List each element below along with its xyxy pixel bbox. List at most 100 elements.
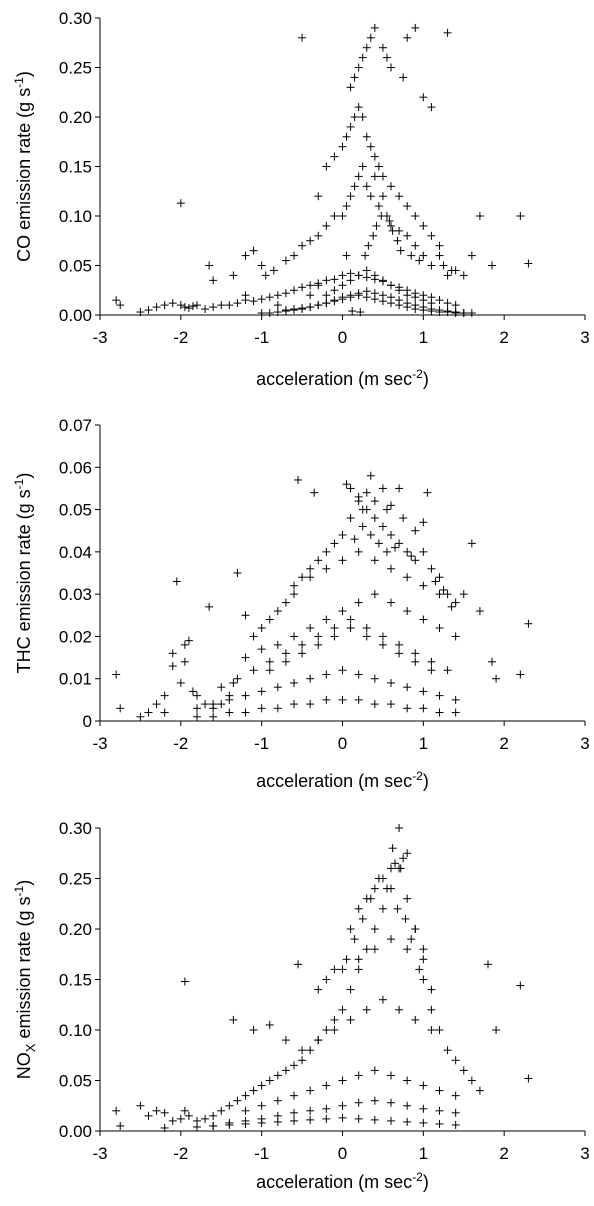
scatter-point — [378, 632, 387, 641]
y-tick-label: 0.10 — [59, 1021, 92, 1040]
scatter-point — [467, 309, 476, 318]
y-tick-label: 0.25 — [59, 870, 92, 889]
scatter-point — [407, 251, 416, 260]
scatter-point — [322, 162, 331, 171]
scatter-point — [366, 192, 375, 201]
scatter-point — [225, 695, 234, 704]
scatter-point — [369, 231, 378, 240]
scatter-point — [116, 1121, 125, 1130]
scatter-point — [403, 291, 412, 300]
scatter-point — [314, 192, 323, 201]
scatter-point — [229, 1015, 238, 1024]
scatter-point — [358, 113, 367, 121]
scatter-point — [488, 657, 497, 666]
scatter-point — [411, 526, 420, 535]
scatter-point — [306, 1046, 315, 1055]
y-axis-title: THC emission rate (g s-1) — [12, 473, 34, 674]
scatter-point — [306, 623, 315, 632]
scatter-point — [144, 708, 153, 717]
scatter-point — [152, 700, 161, 709]
x-tick-label: -2 — [173, 1144, 188, 1163]
scatter-point — [346, 623, 355, 632]
scatter-points — [112, 824, 533, 1132]
scatter-point — [388, 844, 397, 853]
scatter-point — [209, 712, 218, 721]
scatter-point — [370, 556, 379, 565]
scatter-point — [419, 221, 428, 230]
scatter-point — [265, 657, 274, 666]
scatter-point — [435, 241, 444, 250]
scatter-point — [366, 894, 375, 903]
scatter-point — [370, 700, 379, 709]
scatter-point — [338, 1076, 347, 1085]
scatter-point — [298, 33, 307, 42]
scatter-point — [176, 199, 185, 208]
scatter-point — [467, 1076, 476, 1085]
scatter-point — [395, 1005, 404, 1014]
x-tick-label: -3 — [92, 1144, 107, 1163]
scatter-point — [112, 1106, 121, 1115]
scatter-point — [370, 1115, 379, 1124]
scatter-point — [354, 904, 363, 913]
scatter-point — [338, 281, 347, 290]
scatter-point — [362, 488, 371, 497]
x-tick-label: 1 — [419, 1144, 428, 1163]
scatter-point — [387, 182, 395, 191]
scatter-point — [451, 309, 460, 318]
scatter-point — [330, 623, 339, 632]
scatter-point — [403, 202, 412, 211]
scatter-point — [229, 678, 238, 687]
scatter-point — [396, 246, 405, 255]
scatter-point — [362, 293, 371, 302]
scatter-point — [306, 700, 315, 709]
scatter-point — [176, 301, 185, 310]
scatter-point — [354, 598, 363, 607]
scatter-point — [451, 632, 460, 641]
scatter-point — [354, 670, 363, 679]
scatter-point — [346, 122, 355, 131]
scatter-point — [435, 708, 444, 717]
scatter-point — [387, 935, 395, 944]
scatter-point — [399, 73, 408, 82]
scatter-point — [330, 297, 339, 306]
scatter-point — [322, 221, 331, 230]
scatter-point — [310, 488, 319, 497]
scatter-point — [233, 569, 242, 577]
y-tick-label: 0.07 — [59, 416, 92, 435]
scatter-point — [257, 687, 266, 696]
scatter-point — [378, 297, 387, 306]
scatter-point — [370, 884, 379, 893]
y-tick-label: 0.00 — [59, 1122, 92, 1141]
scatter-point — [290, 581, 298, 590]
scatter-point — [370, 295, 379, 304]
scatter-point — [427, 1026, 436, 1034]
scatter-point — [447, 266, 456, 275]
scatter-point — [330, 286, 339, 295]
scatter-point — [306, 1086, 315, 1095]
thc-chart-panel: 0 0.01 0.02 0.03 0.04 0.05 0.06 0.07 -3 -2 -1 0 1 2 3 a… — [0, 403, 594, 803]
scatter-point — [395, 286, 404, 295]
scatter-point — [362, 182, 371, 191]
scatter-point — [451, 301, 460, 310]
scatter-point — [358, 53, 367, 62]
scatter-point — [144, 306, 153, 315]
scatter-point — [281, 256, 290, 265]
scatter-point — [378, 484, 387, 493]
scatter-point — [419, 581, 428, 590]
scatter-point — [407, 552, 416, 561]
scatter-point — [290, 678, 298, 687]
scatter-point — [273, 1096, 282, 1105]
scatter-point — [290, 286, 298, 295]
y-tick-label: 0.30 — [59, 9, 92, 28]
y-tick-label: 0.02 — [59, 627, 92, 646]
scatter-point — [209, 276, 218, 285]
scatter-point — [338, 142, 347, 151]
scatter-point — [249, 1026, 258, 1034]
scatter-point — [403, 1101, 412, 1110]
x-tick-label: 3 — [580, 734, 589, 753]
scatter-point — [387, 530, 395, 539]
x-tick-label: -1 — [254, 734, 269, 753]
scatter-point — [451, 708, 460, 717]
scatter-point — [366, 530, 375, 539]
scatter-point — [152, 1106, 161, 1115]
